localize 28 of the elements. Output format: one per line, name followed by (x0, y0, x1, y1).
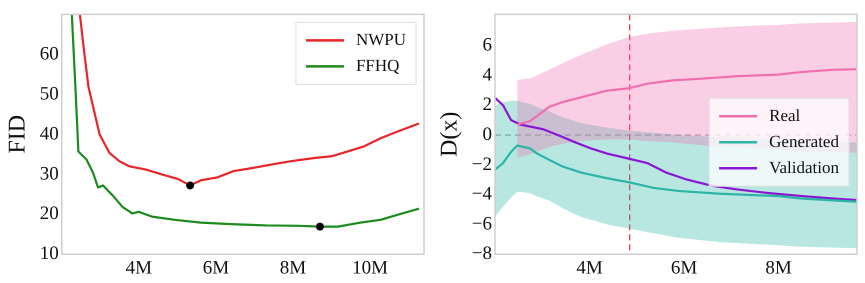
y-tick-label: 30 (40, 163, 59, 184)
x-tick-label: 4M (576, 258, 603, 279)
x-tick-label: 6M (670, 258, 698, 279)
y-tick-label: 50 (40, 83, 59, 104)
y-tick-label: 40 (40, 123, 59, 144)
x-tick-label: 10M (352, 258, 388, 279)
y-tick-label: −4 (472, 184, 493, 205)
y-tick-label: −6 (472, 213, 492, 234)
x-tick-label: 8M (765, 258, 792, 279)
y-axis-title: FID (4, 114, 31, 154)
legend-label: Real (769, 106, 801, 125)
y-tick-label: −2 (472, 154, 492, 175)
legend-label: FFHQ (356, 56, 400, 75)
y-tick-label: 6 (482, 34, 492, 56)
x-tick-label: 6M (202, 258, 230, 279)
y-tick-label: 60 (40, 43, 59, 64)
legend-label: Generated (769, 132, 840, 151)
y-tick-label: 10 (40, 243, 59, 264)
legend-label: Validation (769, 158, 840, 177)
x-tick-label: 8M (280, 258, 306, 279)
y-tick-label: 20 (40, 203, 59, 224)
x-tick-label: 4M (126, 258, 152, 279)
y-axis-title: D(x) (436, 112, 463, 157)
legend-label: NWPU (356, 30, 406, 49)
y-tick-label: 4 (482, 64, 493, 86)
y-tick-label: −8 (472, 243, 492, 264)
y-tick-label: 0 (482, 124, 492, 146)
y-tick-label: 2 (482, 94, 492, 116)
